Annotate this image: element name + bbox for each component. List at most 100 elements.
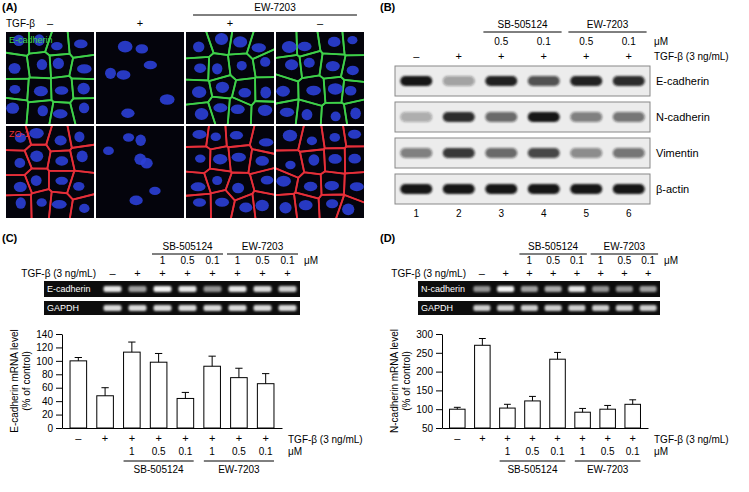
y-tick-label: 300 [416, 329, 433, 340]
band [570, 184, 602, 194]
x-tick-label: + [579, 432, 585, 444]
panel-d-gel: (D)SB-505124EW-720310.50.110.50.1μM–++++… [380, 232, 678, 315]
cell-junction [204, 169, 232, 194]
treatment-sign: + [498, 50, 504, 62]
blot-strip [395, 174, 650, 204]
lane-number: 6 [626, 208, 632, 219]
band [229, 305, 247, 311]
nucleus [260, 57, 270, 67]
error-bar [529, 396, 536, 401]
dose-label: 1 [235, 255, 241, 266]
y-tick-mark [56, 374, 62, 375]
band [485, 184, 517, 194]
cell-junction [186, 57, 209, 81]
stain-label: E-cadherin [9, 35, 53, 45]
treatment-sign: + [456, 50, 462, 62]
treatment-sign: – [413, 50, 420, 62]
cell-junction [228, 97, 252, 124]
band [613, 148, 645, 158]
x-tick-label: + [102, 432, 108, 444]
row-label: GAPDH [421, 303, 453, 313]
nucleus [194, 63, 206, 72]
group-bracket [204, 461, 274, 462]
nucleus [14, 182, 27, 192]
treatment-sign: + [541, 50, 547, 62]
bar [177, 398, 194, 428]
band [528, 112, 560, 122]
nucleus [302, 109, 313, 120]
band [254, 305, 272, 311]
band [400, 148, 432, 158]
y-tick-label: 140 [36, 329, 53, 340]
lane-number: 4 [541, 208, 547, 219]
cell-junction [210, 146, 231, 171]
dose-label: 0.5 [617, 255, 631, 266]
error-bar [101, 388, 108, 396]
micrograph [96, 32, 184, 124]
row-label: E-cadherin [47, 284, 91, 294]
blot-strip [395, 66, 650, 96]
cell-junction [186, 146, 210, 173]
micrograph [186, 32, 274, 124]
nucleus [252, 43, 266, 52]
y-tick: 300 [416, 329, 442, 340]
dose-label: 0.5 [579, 36, 593, 47]
y-tick: 120 [36, 342, 62, 353]
band [616, 286, 633, 292]
panel-letter: (A) [2, 1, 18, 13]
nucleus [77, 83, 89, 95]
cell-junction [70, 194, 94, 218]
nucleus [9, 85, 20, 94]
y-tick: 250 [416, 348, 442, 359]
micrograph-ground [96, 126, 184, 218]
x-axis: –+++++++ [63, 429, 283, 444]
y-tick-mark [56, 361, 62, 362]
band [204, 286, 222, 292]
nucleus [283, 130, 297, 142]
cell-junction [343, 126, 364, 147]
y-tick-label: 150 [416, 385, 433, 396]
band [485, 76, 517, 86]
cell-junction [324, 148, 345, 174]
nucleus [215, 198, 229, 207]
dose-unit: μM [654, 36, 668, 47]
y-tick-label: 200 [416, 366, 433, 377]
nucleus [135, 135, 145, 146]
cell-junction [27, 52, 51, 78]
x-tick-label: + [529, 432, 535, 444]
nucleus [212, 63, 222, 74]
treatment-sign: + [550, 267, 556, 279]
cell-junction [321, 126, 346, 148]
nucleus [144, 61, 157, 70]
nucleus [285, 59, 298, 70]
micrograph-ground [276, 126, 364, 218]
dose-label: 0.1 [622, 36, 636, 47]
band [497, 286, 514, 292]
y-tick-label: 0 [47, 423, 53, 434]
y-tick: 50 [422, 423, 442, 434]
nucleus [304, 58, 315, 68]
band [568, 286, 585, 292]
lane-number: 1 [413, 208, 419, 219]
y-tick-label: 80 [42, 369, 54, 380]
nucleus [298, 42, 312, 51]
x-tick-label: – [75, 432, 82, 444]
nucleus [231, 104, 245, 114]
nucleus [73, 182, 84, 191]
treatment-sign: + [209, 267, 215, 279]
x-tick: + [182, 432, 188, 444]
nucleus [29, 128, 44, 139]
nucleus [350, 182, 364, 191]
dose-label: 1 [580, 446, 586, 457]
bar [475, 345, 491, 428]
group-bracket [575, 461, 641, 462]
nucleus [6, 102, 19, 113]
nucleus [260, 87, 271, 99]
treatment-label: TGF-β (3 ng/mL) [654, 51, 729, 62]
nucleus [74, 40, 88, 49]
nucleus [52, 200, 67, 209]
nucleus [299, 200, 313, 210]
bar [97, 396, 114, 428]
y-tick-label: 120 [36, 342, 53, 353]
panel-c-gel: (C)SB-505124EW-720310.50.110.50.1μM–++++… [2, 232, 318, 315]
